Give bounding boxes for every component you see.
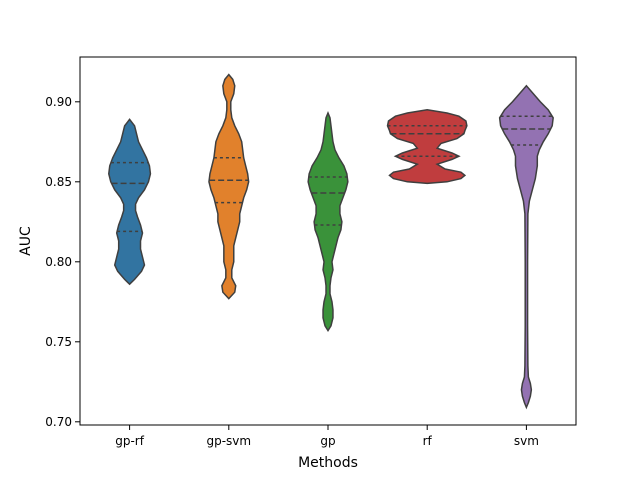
plot-frame xyxy=(79,56,577,426)
violin-svm xyxy=(498,84,554,410)
y-axis: 0.70 0.75 0.80 0.85 0.90 xyxy=(45,95,80,429)
y-tick-label: 0.75 xyxy=(45,335,72,349)
y-tick-label: 0.85 xyxy=(45,175,72,189)
violins-layer xyxy=(108,73,554,410)
violin-gp-rf xyxy=(108,118,152,286)
violin-rf xyxy=(386,109,468,185)
y-tick-label: 0.90 xyxy=(45,95,72,109)
y-tick-label: 0.80 xyxy=(45,255,72,269)
violin-body-svm xyxy=(498,84,554,410)
y-tick-label: 0.70 xyxy=(45,415,72,429)
x-axis-title: Methods xyxy=(298,455,358,471)
x-tick-label-rf: rf xyxy=(423,434,433,448)
x-tick-label-svm: svm xyxy=(514,434,539,448)
violin-body-gp xyxy=(307,111,349,333)
violin-gp-svm xyxy=(208,73,250,300)
violin-gp xyxy=(307,111,349,333)
x-tick-label-gp-rf: gp-rf xyxy=(115,434,144,448)
violin-body-gp-svm xyxy=(208,73,250,300)
violin-body-gp-rf xyxy=(108,118,152,286)
x-axis: gp-rf gp-svm gp rf svm xyxy=(115,425,539,448)
x-tick-label-gp: gp xyxy=(320,434,335,448)
y-axis-title: AUC xyxy=(18,226,34,256)
x-tick-label-gp-svm: gp-svm xyxy=(206,434,251,448)
violin-body-rf xyxy=(386,109,468,185)
